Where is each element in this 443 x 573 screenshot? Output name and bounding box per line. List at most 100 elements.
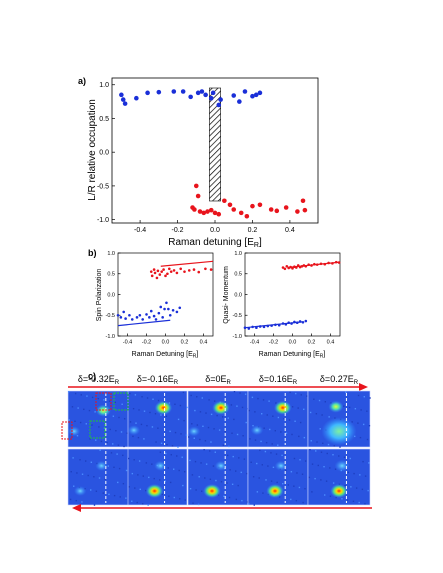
absorption-image [247, 390, 309, 448]
noise-speck [102, 492, 104, 494]
noise-speck [146, 397, 149, 399]
noise-speck [304, 460, 307, 462]
data-point [156, 269, 160, 273]
panel-b-right-ylabel: Quasi- Momentum [223, 266, 230, 324]
noise-speck [242, 435, 244, 437]
noise-speck [104, 478, 106, 480]
y-tick-label: 0.0 [234, 292, 242, 298]
noise-speck [197, 503, 200, 506]
noise-speck [346, 499, 349, 501]
data-point [171, 89, 177, 94]
data-point [216, 102, 222, 108]
data-point [155, 276, 159, 280]
data-point [231, 207, 237, 212]
data-point [130, 318, 134, 321]
noise-speck [108, 400, 111, 402]
noise-speck [191, 423, 193, 425]
data-point [120, 97, 126, 102]
noise-speck [322, 442, 324, 444]
noise-speck [131, 500, 133, 502]
noise-speck [364, 503, 366, 505]
noise-speck [321, 414, 323, 416]
noise-speck [77, 407, 79, 409]
atom-cloud [154, 400, 173, 415]
data-point [268, 207, 274, 212]
noise-speck [132, 435, 134, 438]
noise-speck [115, 430, 117, 432]
panel-b-left-points [116, 267, 213, 321]
noise-speck [93, 504, 96, 506]
noise-speck [343, 405, 345, 407]
noise-speck [296, 472, 298, 474]
noise-speck [133, 459, 135, 461]
data-point [179, 267, 182, 271]
atom-cloud [328, 400, 344, 413]
noise-speck [106, 441, 108, 444]
noise-speck [199, 438, 201, 441]
noise-speck [220, 481, 223, 483]
data-point [257, 90, 263, 96]
noise-speck [333, 445, 335, 447]
noise-speck [256, 491, 259, 493]
noise-speck [97, 397, 99, 400]
noise-speck [350, 486, 352, 488]
noise-speck [315, 450, 317, 452]
noise-speck [210, 441, 212, 443]
data-point [210, 90, 216, 96]
noise-speck [282, 482, 284, 485]
data-point [187, 269, 191, 272]
noise-speck [248, 503, 250, 505]
noise-speck [125, 469, 128, 472]
atom-cloud [214, 460, 228, 471]
noise-speck [332, 454, 334, 456]
noise-speck [132, 407, 135, 410]
noise-speck [74, 392, 77, 395]
noise-speck [245, 421, 247, 424]
noise-speck [182, 391, 185, 394]
noise-speck [235, 498, 238, 501]
noise-speck [368, 462, 370, 464]
noise-speck [81, 501, 83, 503]
noise-speck [171, 445, 174, 447]
noise-speck [323, 494, 326, 496]
data-point [285, 264, 289, 268]
noise-speck [366, 410, 368, 412]
noise-speck [108, 493, 110, 496]
noise-speck [164, 480, 166, 482]
data-point [304, 319, 308, 323]
panel-b-right-ticks: -0.4 -0.2 0.0 0.2 0.4 1.0 0.5 0.0 -0.5 -1.0 [233, 251, 335, 346]
noise-speck [301, 473, 304, 475]
noise-speck [107, 465, 110, 467]
noise-speck [233, 391, 236, 393]
data-point [193, 183, 199, 189]
noise-speck [128, 457, 130, 460]
noise-speck [317, 464, 319, 467]
data-point [166, 272, 169, 276]
noise-speck [265, 441, 268, 444]
noise-speck [179, 404, 182, 407]
noise-speck [270, 480, 273, 482]
noise-speck [138, 460, 141, 462]
noise-speck [140, 423, 143, 426]
panel-b-right-xlabel: Raman Detuning [ER] [259, 351, 326, 360]
noise-speck [237, 484, 239, 487]
noise-speck [318, 399, 321, 402]
data-point [152, 268, 156, 271]
noise-speck [272, 415, 274, 417]
noise-speck [280, 431, 282, 433]
noise-speck [232, 455, 234, 458]
noise-speck [184, 499, 186, 501]
y-tick-label: -1.0 [106, 334, 115, 340]
noise-speck [113, 466, 115, 469]
noise-speck [185, 434, 188, 436]
noise-speck [137, 474, 139, 476]
column-header: δ=-0.32ER [78, 374, 120, 386]
x-tick-label: 0.0 [289, 340, 297, 346]
noise-speck [304, 488, 306, 490]
data-point [251, 325, 254, 329]
noise-speck [114, 401, 116, 404]
noise-speck [75, 499, 77, 502]
data-point [313, 262, 316, 266]
data-point [192, 268, 196, 271]
noise-speck [265, 479, 267, 481]
